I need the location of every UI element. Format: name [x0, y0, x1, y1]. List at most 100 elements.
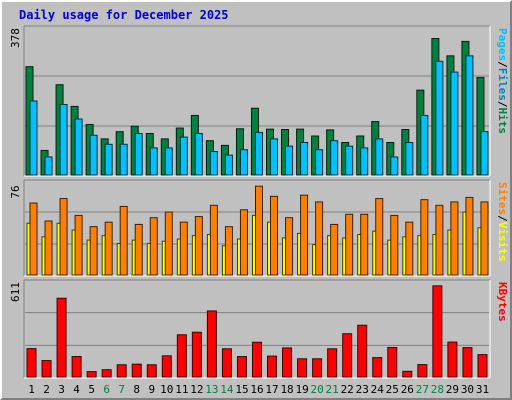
pages-bar: [300, 142, 309, 176]
kbytes-bar: [357, 324, 368, 378]
pages-bar: [104, 143, 113, 176]
usage-legend-item: Pages: [496, 28, 509, 61]
kbytes-bar: [41, 360, 52, 378]
pages-bar: [420, 114, 429, 176]
x-tick-label: 4: [73, 383, 80, 396]
sites-bar: [270, 195, 279, 276]
chart-title: Daily usage for December 2025: [19, 8, 229, 22]
x-tick-label: 10: [160, 383, 173, 396]
pages-bar: [360, 147, 369, 176]
sites-bar: [44, 220, 53, 276]
sites-bar: [119, 205, 128, 276]
kbytes-bar: [236, 356, 247, 378]
pages-bar: [59, 104, 68, 176]
kbytes-bar: [191, 331, 202, 378]
kbytes-bar: [462, 347, 473, 378]
pages-bar: [44, 156, 53, 176]
sites-bar: [330, 223, 339, 276]
x-tick-label: 17: [265, 383, 278, 396]
x-tick-label: 2: [43, 383, 50, 396]
x-tick-label: 26: [401, 383, 414, 396]
kbytes-bar: [116, 364, 127, 378]
sites-bar: [360, 213, 369, 276]
x-tick-label: 25: [386, 383, 399, 396]
sites-bar: [345, 213, 354, 276]
kbytes-bar: [342, 333, 353, 378]
pages-bar: [480, 131, 489, 176]
kbytes-bar: [387, 346, 398, 378]
sites-bar: [450, 201, 459, 276]
pages-bar: [239, 149, 248, 176]
pages-bar: [375, 138, 384, 176]
x-tick-label: 19: [295, 383, 308, 396]
x-tick-label: 3: [58, 383, 65, 396]
x-tick-label: 5: [88, 383, 95, 396]
pages-bar: [74, 118, 83, 176]
sites-bar: [59, 198, 68, 276]
pages-bar: [89, 134, 98, 176]
usage-legend-item: /: [496, 101, 509, 108]
pages-bar: [330, 140, 339, 176]
pages-bar: [390, 156, 399, 176]
pages-bar: [134, 132, 143, 176]
sites-bar: [420, 199, 429, 276]
sites-bar: [134, 223, 143, 276]
kbytes-bar: [221, 348, 232, 378]
sites-bar: [194, 216, 203, 276]
pages-bar: [179, 136, 188, 176]
x-tick-label: 18: [280, 383, 293, 396]
usage-legend-item: /: [496, 61, 509, 68]
pages-bar: [345, 145, 354, 176]
sites-bar: [480, 201, 489, 276]
pages-bar: [285, 145, 294, 176]
pages-bar: [254, 131, 263, 176]
x-tick-label: 9: [148, 383, 155, 396]
kbytes-bar: [146, 364, 157, 378]
pages-bar: [405, 142, 414, 176]
sites-bar: [254, 185, 263, 276]
x-tick-label: 29: [446, 383, 459, 396]
usage-legend-item: Hits: [496, 108, 509, 135]
pages-bar: [29, 100, 38, 176]
pages-bar: [194, 132, 203, 176]
sites-bar: [149, 217, 158, 276]
x-tick-label: 8: [133, 383, 140, 396]
kbytes-bar: [206, 310, 217, 378]
sites-bar: [315, 201, 324, 276]
usage-legend-item: Files: [496, 68, 509, 101]
x-tick-label: 20: [311, 383, 324, 396]
x-tick-label: 11: [175, 383, 188, 396]
pages-bar: [149, 147, 158, 176]
sites-bar: [74, 214, 83, 276]
x-tick-label: 22: [341, 383, 354, 396]
kbytes-bar: [131, 363, 142, 378]
sites-bar: [239, 209, 248, 276]
kbytes-bar: [56, 297, 67, 378]
x-tick-label: 21: [326, 383, 339, 396]
visitors-max-label: 76: [9, 185, 22, 198]
sites-bar: [405, 221, 414, 276]
x-tick-label: 12: [190, 383, 203, 396]
x-tick-label: 31: [476, 383, 489, 396]
x-tick-label: 23: [356, 383, 369, 396]
kbytes-max-label: 611: [9, 282, 22, 302]
kbytes-bar: [267, 355, 278, 378]
kbytes-bar: [282, 347, 293, 378]
sites-bar: [375, 198, 384, 276]
x-tick-label: 16: [250, 383, 263, 396]
pages-bar: [315, 149, 324, 176]
visitors-legend-item: /: [496, 215, 509, 222]
kbytes-bar: [176, 334, 187, 378]
kbytes-bar: [312, 358, 323, 378]
kbytes-bar: [432, 285, 443, 378]
x-tick-label: 6: [103, 383, 110, 396]
sites-bar: [104, 221, 113, 276]
x-tick-label: 14: [220, 383, 234, 396]
pages-bar: [209, 151, 218, 176]
sites-bar: [179, 221, 188, 276]
x-tick-label: 27: [416, 383, 429, 396]
pages-bar: [224, 154, 233, 176]
visitors-legend-item: Sites: [496, 182, 509, 215]
pages-bar: [435, 60, 444, 176]
